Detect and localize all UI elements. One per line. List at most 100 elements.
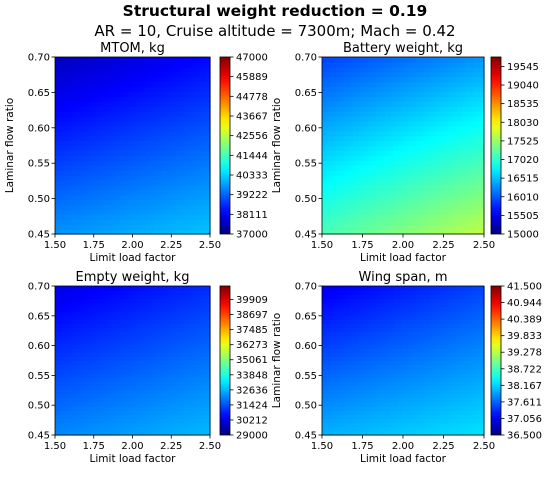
colorbar-frame	[219, 285, 231, 436]
heatmap-cell	[479, 155, 485, 161]
heatmap-cell	[110, 71, 116, 78]
heatmap-cell	[141, 372, 147, 378]
heatmap-cell	[362, 323, 368, 328]
heatmap-cell	[145, 302, 151, 308]
heatmap-cell	[367, 175, 373, 181]
heatmap-cell	[59, 290, 65, 295]
heatmap-cell	[439, 360, 445, 366]
heatmap-cell	[67, 364, 73, 370]
heatmap-cell	[367, 381, 373, 386]
heatmap-cell	[119, 81, 125, 88]
heatmap-cell	[340, 219, 346, 225]
heatmap-cell	[407, 71, 413, 78]
heatmap-cell	[106, 175, 112, 181]
heatmap-cell	[358, 377, 364, 382]
heatmap-cell	[398, 61, 404, 68]
heatmap-cell	[448, 101, 454, 107]
heatmap-cell	[461, 199, 467, 206]
heatmap-cell	[80, 91, 86, 97]
heatmap-cell	[184, 364, 190, 370]
heatmap-cell	[89, 323, 95, 328]
y-tick-label: 0.50	[28, 194, 50, 205]
heatmap-cell	[145, 219, 151, 225]
heatmap-cell	[367, 414, 373, 420]
heatmap-cell	[192, 224, 198, 230]
heatmap-cell	[389, 406, 395, 411]
heatmap-cell	[461, 140, 467, 147]
heatmap-cell	[128, 57, 134, 63]
heatmap-cell	[145, 145, 151, 152]
heatmap-cell	[85, 170, 91, 176]
heatmap-cell	[85, 150, 91, 156]
heatmap-cell	[110, 106, 116, 112]
heatmap-cell	[67, 401, 73, 407]
heatmap-cell	[115, 335, 121, 341]
heatmap-cell	[466, 155, 472, 161]
heatmap-cell	[349, 364, 355, 370]
heatmap-cell	[119, 101, 125, 107]
heatmap-cell	[166, 155, 172, 161]
heatmap-cell	[162, 360, 168, 366]
heatmap-cell	[188, 426, 194, 432]
heatmap-cell	[389, 393, 395, 399]
heatmap-cell	[349, 125, 355, 132]
heatmap-cell	[98, 377, 103, 382]
colorbar-tick-label: 32636	[236, 385, 268, 396]
heatmap-cell	[389, 194, 395, 201]
heatmap-cell	[335, 96, 341, 102]
heatmap-cell	[115, 61, 121, 68]
heatmap-cell	[93, 372, 99, 378]
heatmap-cell	[367, 106, 373, 112]
heatmap-cell	[344, 343, 350, 349]
heatmap-cell	[344, 179, 350, 186]
heatmap-cell	[184, 189, 190, 196]
heatmap-cell	[136, 179, 142, 186]
heatmap-cell	[205, 135, 211, 142]
heatmap-cell	[98, 135, 103, 142]
heatmap-cell	[132, 189, 138, 196]
heatmap-cell	[128, 150, 134, 156]
heatmap-cell	[55, 229, 60, 235]
heatmap-cell	[119, 61, 125, 68]
heatmap-cell	[443, 175, 449, 181]
heatmap-cell	[349, 343, 355, 349]
heatmap-cell	[141, 381, 147, 386]
heatmap-cell	[154, 71, 159, 78]
heatmap-cell	[389, 120, 395, 127]
heatmap-cell	[412, 368, 418, 374]
heatmap-cell	[412, 91, 418, 97]
heatmap-cell	[403, 111, 409, 117]
figure-title: Structural weight reduction = 0.19	[0, 2, 550, 20]
heatmap-cell	[466, 101, 472, 107]
heatmap-cell	[376, 76, 382, 83]
heatmap-cell	[63, 96, 69, 102]
heatmap-cell	[322, 290, 328, 295]
heatmap-cell	[439, 120, 445, 127]
heatmap-cell	[448, 199, 454, 206]
heatmap-cell	[179, 401, 185, 407]
heatmap-cell	[407, 125, 413, 132]
heatmap-cell	[154, 319, 159, 324]
heatmap-cell	[106, 135, 112, 142]
heatmap-cell	[412, 290, 418, 295]
heatmap-cell	[128, 76, 134, 83]
heatmap-cell	[461, 155, 467, 161]
heatmap-cell	[145, 66, 151, 73]
heatmap-cell	[72, 165, 78, 171]
heatmap-cell	[362, 290, 368, 295]
heatmap-cell	[115, 314, 121, 320]
heatmap-cell	[59, 327, 65, 333]
heatmap-cell	[344, 302, 350, 308]
heatmap-cell	[154, 209, 159, 215]
heatmap-cell	[123, 314, 129, 320]
heatmap-cell	[322, 179, 328, 186]
heatmap-cell	[389, 331, 395, 337]
heatmap-cell	[439, 406, 445, 411]
heatmap-cell	[85, 111, 91, 117]
heatmap-cell	[322, 155, 328, 161]
heatmap-cell	[158, 335, 164, 341]
heatmap-cell	[439, 372, 445, 378]
heatmap-cell	[403, 229, 409, 235]
heatmap-cell	[205, 145, 211, 152]
heatmap-cell	[448, 209, 454, 215]
